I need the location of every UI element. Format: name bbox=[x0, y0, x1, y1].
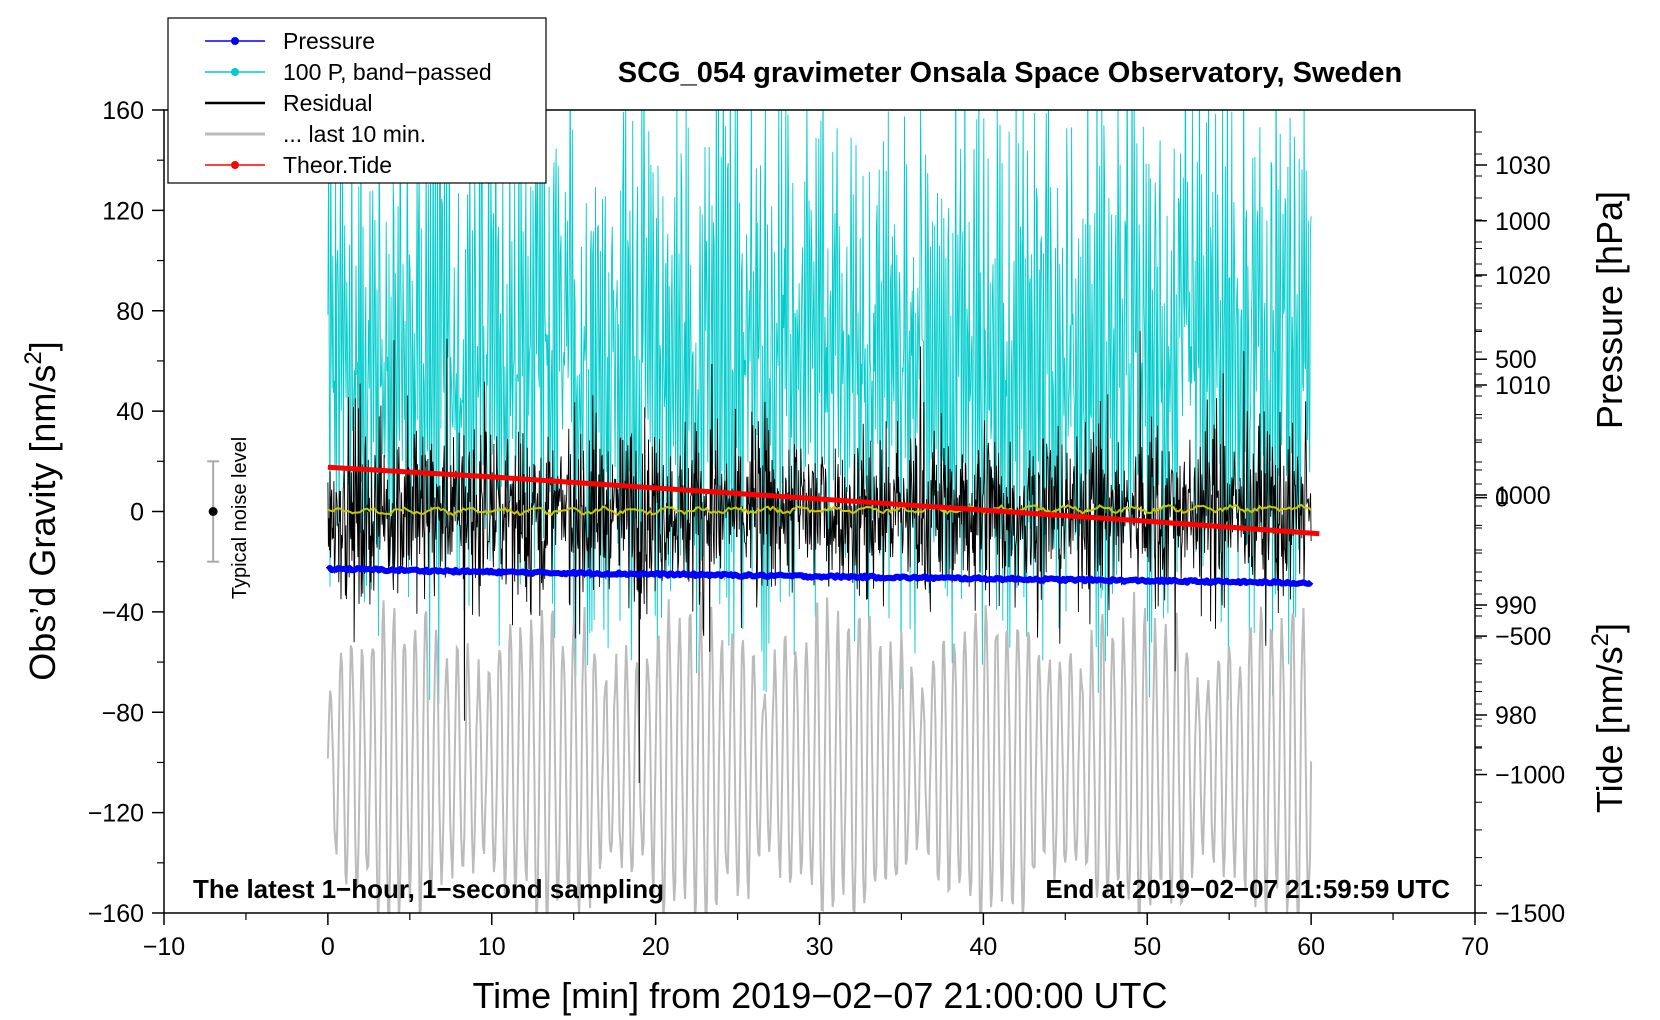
y-left-tick-label: −80 bbox=[102, 699, 144, 727]
y-left-tick-label: 40 bbox=[116, 398, 144, 426]
y-left-tick-label: 80 bbox=[116, 298, 144, 326]
noise-level-indicator bbox=[207, 460, 220, 563]
legend-label-0: Pressure bbox=[283, 28, 375, 54]
y-left-tick-label: 0 bbox=[130, 499, 144, 527]
x-tick-label: 40 bbox=[969, 933, 997, 961]
tide-tick-label: −1500 bbox=[1495, 900, 1565, 928]
legend-marker-1 bbox=[231, 68, 239, 76]
legend-label-3: ... last 10 min. bbox=[283, 121, 426, 147]
pressure-tick-label: 1000 bbox=[1495, 482, 1551, 510]
x-tick-label: 50 bbox=[1133, 933, 1161, 961]
legend-box bbox=[167, 17, 547, 184]
pressure-tick-label: 980 bbox=[1495, 702, 1537, 730]
legend-label-2: Residual bbox=[283, 90, 373, 116]
y-left-tick-label: −160 bbox=[88, 900, 144, 928]
annotation-sampling: The latest 1−hour, 1−second sampling bbox=[193, 874, 664, 904]
series-smoothed-line bbox=[327, 503, 1312, 517]
axes-layer: −10 0 10 20 30 40 50 60 7016012080400−40−80−120−… bbox=[88, 97, 1566, 961]
tide-tick-label: 0 bbox=[1495, 485, 1509, 513]
y-axis-left-label: Obs’d Gravity [nm/s2] bbox=[20, 341, 63, 680]
y-axis-tide-label: Tide [nm/s2] bbox=[1587, 623, 1630, 813]
series-pressure-line bbox=[325, 564, 1314, 587]
legend-label-4: Theor.Tide bbox=[283, 152, 392, 178]
series-tide-line bbox=[327, 464, 1320, 537]
y-left-tick-label: −40 bbox=[102, 599, 144, 627]
noise-bar-dot bbox=[208, 507, 218, 516]
pressure-tick-label: 1030 bbox=[1495, 152, 1551, 180]
pressure-tick-label: 1010 bbox=[1495, 372, 1551, 400]
y-axis-pressure-label: Pressure [hPa] bbox=[1589, 191, 1630, 429]
x-tick-label: 60 bbox=[1297, 933, 1325, 961]
y-left-tick-label: 160 bbox=[102, 97, 144, 125]
x-tick-label: 10 bbox=[478, 933, 506, 961]
x-axis-label: Time [min] from 2019−02−07 21:00:00 UTC bbox=[472, 975, 1167, 1016]
pressure-tick-label: 990 bbox=[1495, 592, 1537, 620]
chart-title: SCG_054 gravimeter Onsala Space Observat… bbox=[618, 57, 1402, 89]
legend-marker-0 bbox=[231, 37, 239, 45]
pressure-tick-label: 1020 bbox=[1495, 262, 1551, 290]
series-bandpassed-line bbox=[327, 110, 1312, 704]
x-tick-label: 30 bbox=[806, 933, 834, 961]
tide-tick-label: −1000 bbox=[1495, 762, 1565, 790]
noise-level-label: Typical noise level bbox=[229, 437, 251, 599]
x-tick-label: 70 bbox=[1461, 933, 1489, 961]
y-left-tick-label: −120 bbox=[88, 800, 144, 828]
x-tick-label: 0 bbox=[321, 933, 335, 961]
legend-label-1: 100 P, band−passed bbox=[283, 59, 492, 85]
y-left-tick-label: 120 bbox=[102, 197, 144, 225]
legend: Pressure 100 P, band−passed Residual ... la… bbox=[167, 17, 547, 184]
annotation-end-time: End at 2019−02−07 21:59:59 UTC bbox=[1045, 874, 1450, 904]
series-layer bbox=[325, 110, 1320, 913]
tide-tick-label: 500 bbox=[1495, 346, 1537, 374]
tide-tick-label: 1000 bbox=[1495, 208, 1551, 236]
tide-tick-label: −500 bbox=[1495, 623, 1551, 651]
series-last10-line bbox=[326, 591, 1313, 913]
x-tick-label: 20 bbox=[642, 933, 670, 961]
x-tick-label: −10 bbox=[143, 933, 185, 961]
legend-marker-4 bbox=[231, 161, 239, 169]
